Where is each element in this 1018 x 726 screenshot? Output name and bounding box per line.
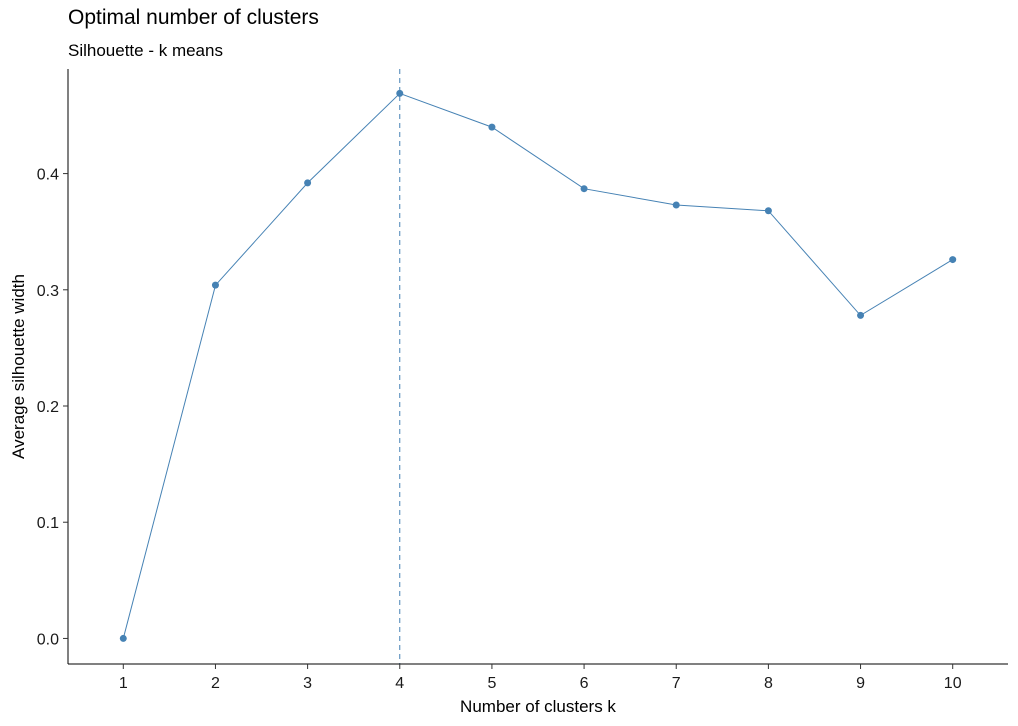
data-point bbox=[672, 201, 680, 209]
data-point bbox=[211, 281, 219, 289]
y-tick-label: 0.3 bbox=[37, 283, 59, 300]
x-tick-label: 8 bbox=[764, 675, 773, 692]
y-tick-label: 0.1 bbox=[37, 515, 59, 532]
data-point bbox=[119, 634, 127, 642]
y-tick-label: 0.2 bbox=[37, 399, 59, 416]
x-tick-label: 9 bbox=[856, 675, 865, 692]
x-tick-label: 3 bbox=[303, 675, 312, 692]
data-point bbox=[396, 89, 404, 97]
data-point bbox=[304, 179, 312, 187]
x-tick-label: 2 bbox=[211, 675, 220, 692]
x-axis-title: Number of clusters k bbox=[460, 697, 616, 716]
chart-subtitle: Silhouette - k means bbox=[68, 41, 223, 60]
x-axis-ticks: 1 2 3 4 5 6 7 8 9 10 bbox=[119, 664, 962, 692]
data-point bbox=[488, 123, 496, 131]
data-point bbox=[949, 256, 957, 264]
chart-title: Optimal number of clusters bbox=[68, 6, 319, 29]
data-point bbox=[764, 207, 772, 215]
series-line bbox=[122, 92, 953, 639]
data-point bbox=[580, 185, 588, 193]
x-tick-label: 10 bbox=[944, 675, 962, 692]
x-tick-label: 5 bbox=[487, 675, 496, 692]
x-tick-label: 7 bbox=[672, 675, 681, 692]
y-axis-title: Average silhouette width bbox=[9, 274, 28, 459]
y-tick-label: 0.4 bbox=[37, 167, 59, 184]
y-axis-ticks: 0.0 0.1 0.2 0.3 0.4 bbox=[37, 167, 68, 648]
x-tick-label: 1 bbox=[119, 675, 128, 692]
y-tick-label: 0.0 bbox=[37, 631, 59, 648]
x-tick-label: 6 bbox=[580, 675, 589, 692]
data-point bbox=[857, 311, 865, 319]
x-tick-label: 4 bbox=[395, 675, 404, 692]
plot-area bbox=[119, 69, 957, 664]
